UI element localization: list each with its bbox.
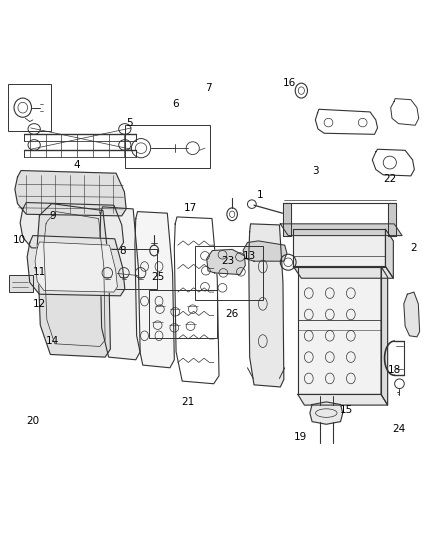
Text: 2: 2	[410, 243, 417, 253]
Bar	[8, 84, 51, 131]
Text: 8: 8	[119, 246, 126, 255]
Text: 15: 15	[339, 406, 353, 415]
Polygon shape	[280, 224, 402, 236]
Polygon shape	[135, 212, 174, 368]
Text: 26: 26	[226, 310, 239, 319]
Polygon shape	[293, 229, 385, 266]
Text: 23: 23	[221, 256, 234, 266]
Text: 4: 4	[73, 160, 80, 170]
Text: 25: 25	[151, 272, 164, 282]
Polygon shape	[385, 229, 393, 278]
Polygon shape	[27, 236, 125, 296]
Bar	[95, 249, 157, 289]
Text: 19: 19	[293, 432, 307, 442]
Polygon shape	[37, 204, 110, 357]
Text: 14: 14	[46, 336, 59, 346]
Polygon shape	[35, 242, 117, 292]
Polygon shape	[381, 266, 388, 405]
Bar	[195, 246, 263, 300]
Text: 22: 22	[383, 174, 396, 183]
Polygon shape	[249, 224, 284, 387]
Text: 16: 16	[283, 78, 296, 87]
Polygon shape	[293, 266, 393, 278]
Polygon shape	[207, 249, 245, 274]
Text: 18: 18	[388, 366, 401, 375]
Text: 6: 6	[172, 99, 179, 109]
Text: 7: 7	[205, 83, 212, 93]
Polygon shape	[310, 402, 343, 424]
Text: 24: 24	[392, 424, 405, 434]
Polygon shape	[243, 241, 287, 261]
Text: 3: 3	[312, 166, 319, 175]
Polygon shape	[15, 171, 126, 216]
Text: 11: 11	[33, 267, 46, 277]
Text: 13: 13	[243, 251, 256, 261]
Text: 20: 20	[26, 416, 39, 426]
Polygon shape	[283, 203, 291, 236]
Polygon shape	[298, 394, 388, 405]
Text: 17: 17	[184, 203, 197, 213]
Polygon shape	[388, 203, 396, 236]
Bar	[149, 290, 217, 338]
Bar	[125, 125, 210, 168]
Text: 10: 10	[13, 235, 26, 245]
Text: 9: 9	[49, 211, 56, 221]
Text: 21: 21	[182, 398, 195, 407]
Text: 1: 1	[257, 190, 264, 199]
Polygon shape	[100, 207, 140, 360]
Text: 12: 12	[33, 299, 46, 309]
Polygon shape	[298, 266, 381, 394]
Polygon shape	[404, 292, 420, 337]
Bar	[9, 275, 33, 292]
Text: 5: 5	[126, 118, 133, 127]
Polygon shape	[20, 203, 124, 249]
